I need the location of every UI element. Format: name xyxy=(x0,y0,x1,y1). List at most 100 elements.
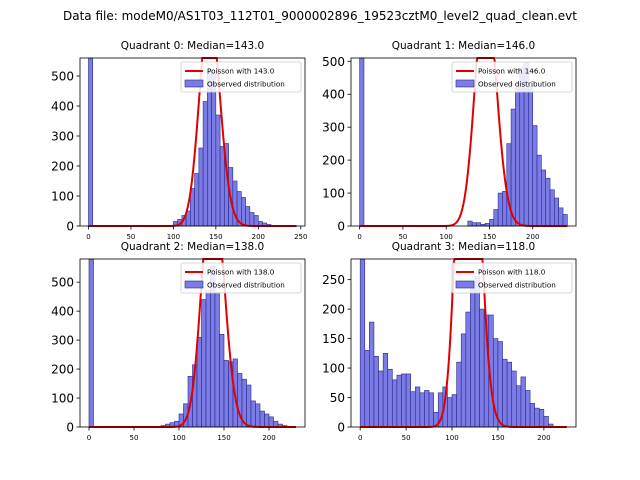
y-tick-label: 400 xyxy=(51,305,74,319)
x-tick-label: 100 xyxy=(445,434,458,442)
histogram-bar xyxy=(554,197,559,227)
legend-label-poisson: Poisson with 138.0 xyxy=(207,268,275,277)
histogram-bar xyxy=(414,386,421,428)
histogram-bar xyxy=(520,376,526,428)
histogram-bar xyxy=(250,400,256,428)
legend-label-observed: Observed distribution xyxy=(478,281,556,290)
panel-title: Quadrant 1: Median=146.0 xyxy=(392,40,535,52)
histogram-bar xyxy=(545,177,551,227)
y-tick-label: 100 xyxy=(322,362,345,376)
axes-frame xyxy=(350,57,577,227)
y-tick-label: 300 xyxy=(322,121,345,135)
legend: Poisson with 143.0 Observed distribution xyxy=(180,61,302,93)
y-tick-label: 400 xyxy=(322,88,345,102)
histogram-bar xyxy=(541,169,547,227)
panel-title: Quadrant 3: Median=118.0 xyxy=(392,241,535,253)
legend-label-poisson: Poisson with 143.0 xyxy=(207,67,275,76)
y-tick-label: 300 xyxy=(51,130,74,144)
histogram-bar xyxy=(196,336,202,428)
histogram-bar xyxy=(253,215,259,227)
histogram-bar xyxy=(249,212,255,227)
histogram-bar xyxy=(506,143,512,227)
histogram-bar xyxy=(369,321,375,428)
histogram-bar xyxy=(529,403,535,428)
histogram-bar xyxy=(465,311,471,428)
histogram-bar xyxy=(497,341,503,428)
histogram-bar xyxy=(202,101,208,227)
axes-frame xyxy=(79,57,306,227)
y-tick-label: 50 xyxy=(330,391,345,405)
histogram-bar xyxy=(211,72,217,227)
histogram-bar xyxy=(516,385,522,428)
x-tick-label: 0 xyxy=(86,233,90,241)
legend-bar-swatch xyxy=(455,79,475,88)
histogram-bar xyxy=(359,57,365,227)
histogram-bar xyxy=(424,390,430,428)
panel-title: Quadrant 2: Median=138.0 xyxy=(121,241,264,253)
histogram-bar xyxy=(359,258,366,428)
histogram-bar xyxy=(215,114,221,227)
x-tick-label: 0 xyxy=(358,434,362,442)
y-tick-label: 500 xyxy=(322,55,345,69)
x-tick-label: 150 xyxy=(217,434,230,442)
histogram-bar xyxy=(534,407,540,428)
x-tick-label: 50 xyxy=(402,434,411,442)
histogram-bars xyxy=(359,57,568,227)
histogram-bar xyxy=(476,222,482,227)
histogram-bar xyxy=(268,416,274,428)
legend: Poisson with 118.0 Observed distribution xyxy=(451,262,573,294)
histogram-bar xyxy=(506,361,513,428)
x-tick-label: 50 xyxy=(130,434,139,442)
y-tick-label: 250 xyxy=(322,273,345,287)
x-tick-label: 150 xyxy=(491,434,504,442)
y-tick-label: 100 xyxy=(322,187,345,201)
histogram-bar xyxy=(489,219,495,227)
legend: Poisson with 146.0 Observed distribution xyxy=(451,61,573,93)
histogram-bar xyxy=(382,353,389,428)
y-tick-label: 200 xyxy=(322,154,345,168)
histogram-bar xyxy=(387,368,393,428)
y-tick-label: 300 xyxy=(51,334,74,348)
y-tick-label: 100 xyxy=(51,190,74,204)
y-tick-label: 100 xyxy=(51,392,74,406)
histogram-bar xyxy=(471,222,477,227)
x-tick-label: 100 xyxy=(167,233,180,241)
y-tick-label: 0 xyxy=(66,220,74,234)
histogram-bar xyxy=(562,214,568,227)
histogram-bar xyxy=(479,308,485,428)
x-tick-label: 250 xyxy=(294,233,307,241)
x-tick-label: 150 xyxy=(483,233,496,241)
histogram-bar xyxy=(396,374,402,428)
panel-quadrant-1: 0 50 100 150 200 0 100 200 300 400 500 Quadrant 1: … xyxy=(322,40,577,241)
axes-frame xyxy=(350,258,577,428)
histogram-bar xyxy=(536,154,542,227)
x-tick-label: 0 xyxy=(87,434,91,442)
histogram-bar xyxy=(373,355,379,428)
x-tick-label: 200 xyxy=(537,434,550,442)
histogram-bar xyxy=(201,299,207,428)
histogram-bar xyxy=(451,394,457,428)
x-tick-label: 50 xyxy=(126,233,135,241)
histogram-bar xyxy=(474,276,480,428)
x-tick-label: 0 xyxy=(357,233,361,241)
y-tick-label: 0 xyxy=(337,220,345,234)
x-tick-label: 200 xyxy=(526,233,539,241)
legend-label-poisson: Poisson with 118.0 xyxy=(478,268,546,277)
histogram-bar xyxy=(511,370,517,428)
histogram-bar xyxy=(255,403,261,428)
histogram-bar xyxy=(241,197,246,227)
x-tick-label: 200 xyxy=(252,233,265,241)
legend-label-observed: Observed distribution xyxy=(207,281,285,290)
histogram-bar xyxy=(558,207,564,227)
legend-bar-swatch xyxy=(184,79,204,88)
legend-label-poisson: Poisson with 146.0 xyxy=(478,67,546,76)
histogram-bar xyxy=(88,57,94,227)
histogram-bar xyxy=(205,290,211,428)
histogram-bar xyxy=(401,373,407,428)
panel-quadrant-0: 0 50 100 150 200 250 0 100 200 300 400 500 Quadrant … xyxy=(51,40,307,241)
y-tick-label: 200 xyxy=(322,303,345,317)
legend-label-observed: Observed distribution xyxy=(478,80,556,89)
histogram-bar xyxy=(214,292,220,428)
x-tick-label: 150 xyxy=(209,233,222,241)
